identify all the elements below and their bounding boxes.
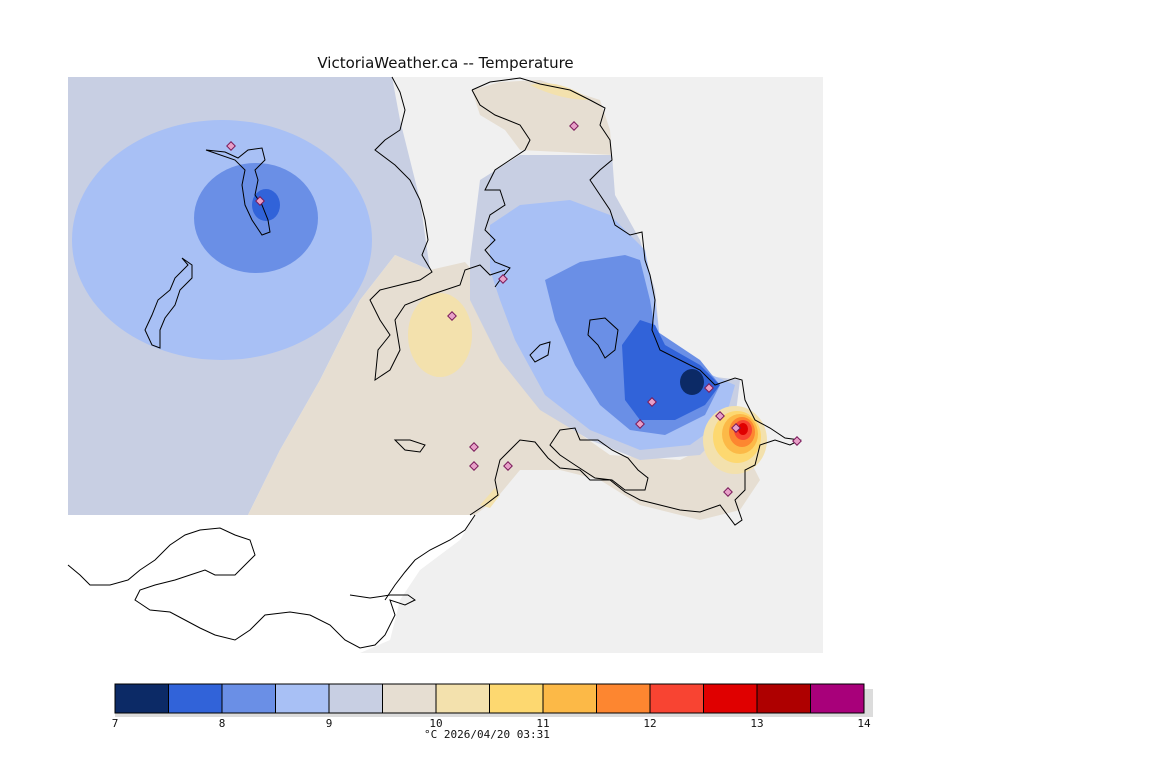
contour-12p5-13-warm bbox=[738, 423, 748, 435]
legend-bin-3 bbox=[275, 683, 330, 714]
stations bbox=[226, 121, 802, 497]
legend-bin-8 bbox=[542, 683, 597, 714]
station-marker bbox=[715, 411, 725, 421]
legend-caption: °C 2026/04/20 03:31 bbox=[424, 728, 550, 741]
station-marker bbox=[723, 487, 733, 497]
legend-bin-4 bbox=[328, 683, 383, 714]
station-marker bbox=[469, 442, 479, 452]
legend-tick-label: 10 bbox=[429, 717, 442, 730]
station-marker bbox=[731, 423, 741, 433]
contour-10-10p5-top bbox=[530, 83, 590, 100]
legend-bins bbox=[114, 683, 865, 714]
legend-frame bbox=[114, 683, 865, 714]
legend-bin-13 bbox=[810, 683, 865, 714]
map-title: VictoriaWeather.ca -- Temperature bbox=[317, 54, 574, 72]
legend-bin-5 bbox=[382, 683, 437, 714]
contour-10-10p5-patch bbox=[408, 293, 472, 377]
contour-10-10p5-sliver bbox=[480, 488, 500, 508]
contour-7p5-8-west bbox=[252, 189, 280, 221]
legend-tick-label: 12 bbox=[643, 717, 656, 730]
legend-bin-9 bbox=[596, 683, 651, 714]
coastlines bbox=[67, 76, 802, 649]
station-marker bbox=[498, 274, 508, 284]
station-marker bbox=[255, 196, 265, 206]
legend-tick-label: 7 bbox=[112, 717, 119, 730]
legend-tick-label: 11 bbox=[536, 717, 549, 730]
station-marker bbox=[647, 397, 657, 407]
contour-7p5-8-east bbox=[622, 320, 720, 420]
contour-9p5-10 bbox=[248, 255, 760, 520]
station-marker bbox=[503, 461, 513, 471]
station-marker bbox=[635, 419, 645, 429]
station-marker bbox=[447, 311, 457, 321]
legend-bin-7 bbox=[489, 683, 544, 714]
legend-bin-12 bbox=[756, 683, 811, 714]
legend-tick-label: 13 bbox=[750, 717, 763, 730]
legend-bin-1 bbox=[168, 683, 223, 714]
legend-tick-label: 9 bbox=[326, 717, 333, 730]
station-marker bbox=[569, 121, 579, 131]
contour-7-7p5-cold-core bbox=[680, 369, 704, 395]
legend-bin-0 bbox=[114, 683, 169, 714]
legend-ticks: 7 8 9 10 11 12 13 14 bbox=[112, 717, 871, 730]
legend-bin-6 bbox=[435, 683, 490, 714]
station-marker bbox=[792, 436, 802, 446]
no-data-mask bbox=[68, 515, 475, 653]
legend-tick-label: 14 bbox=[857, 717, 871, 730]
legend-bin-10 bbox=[649, 683, 704, 714]
legend-bin-11 bbox=[703, 683, 758, 714]
station-marker bbox=[226, 141, 236, 151]
legend-tick-label: 8 bbox=[219, 717, 226, 730]
contour-8-8p5-west bbox=[194, 163, 318, 273]
legend-bin-2 bbox=[221, 683, 276, 714]
station-marker bbox=[469, 461, 479, 471]
station-marker bbox=[704, 383, 714, 393]
